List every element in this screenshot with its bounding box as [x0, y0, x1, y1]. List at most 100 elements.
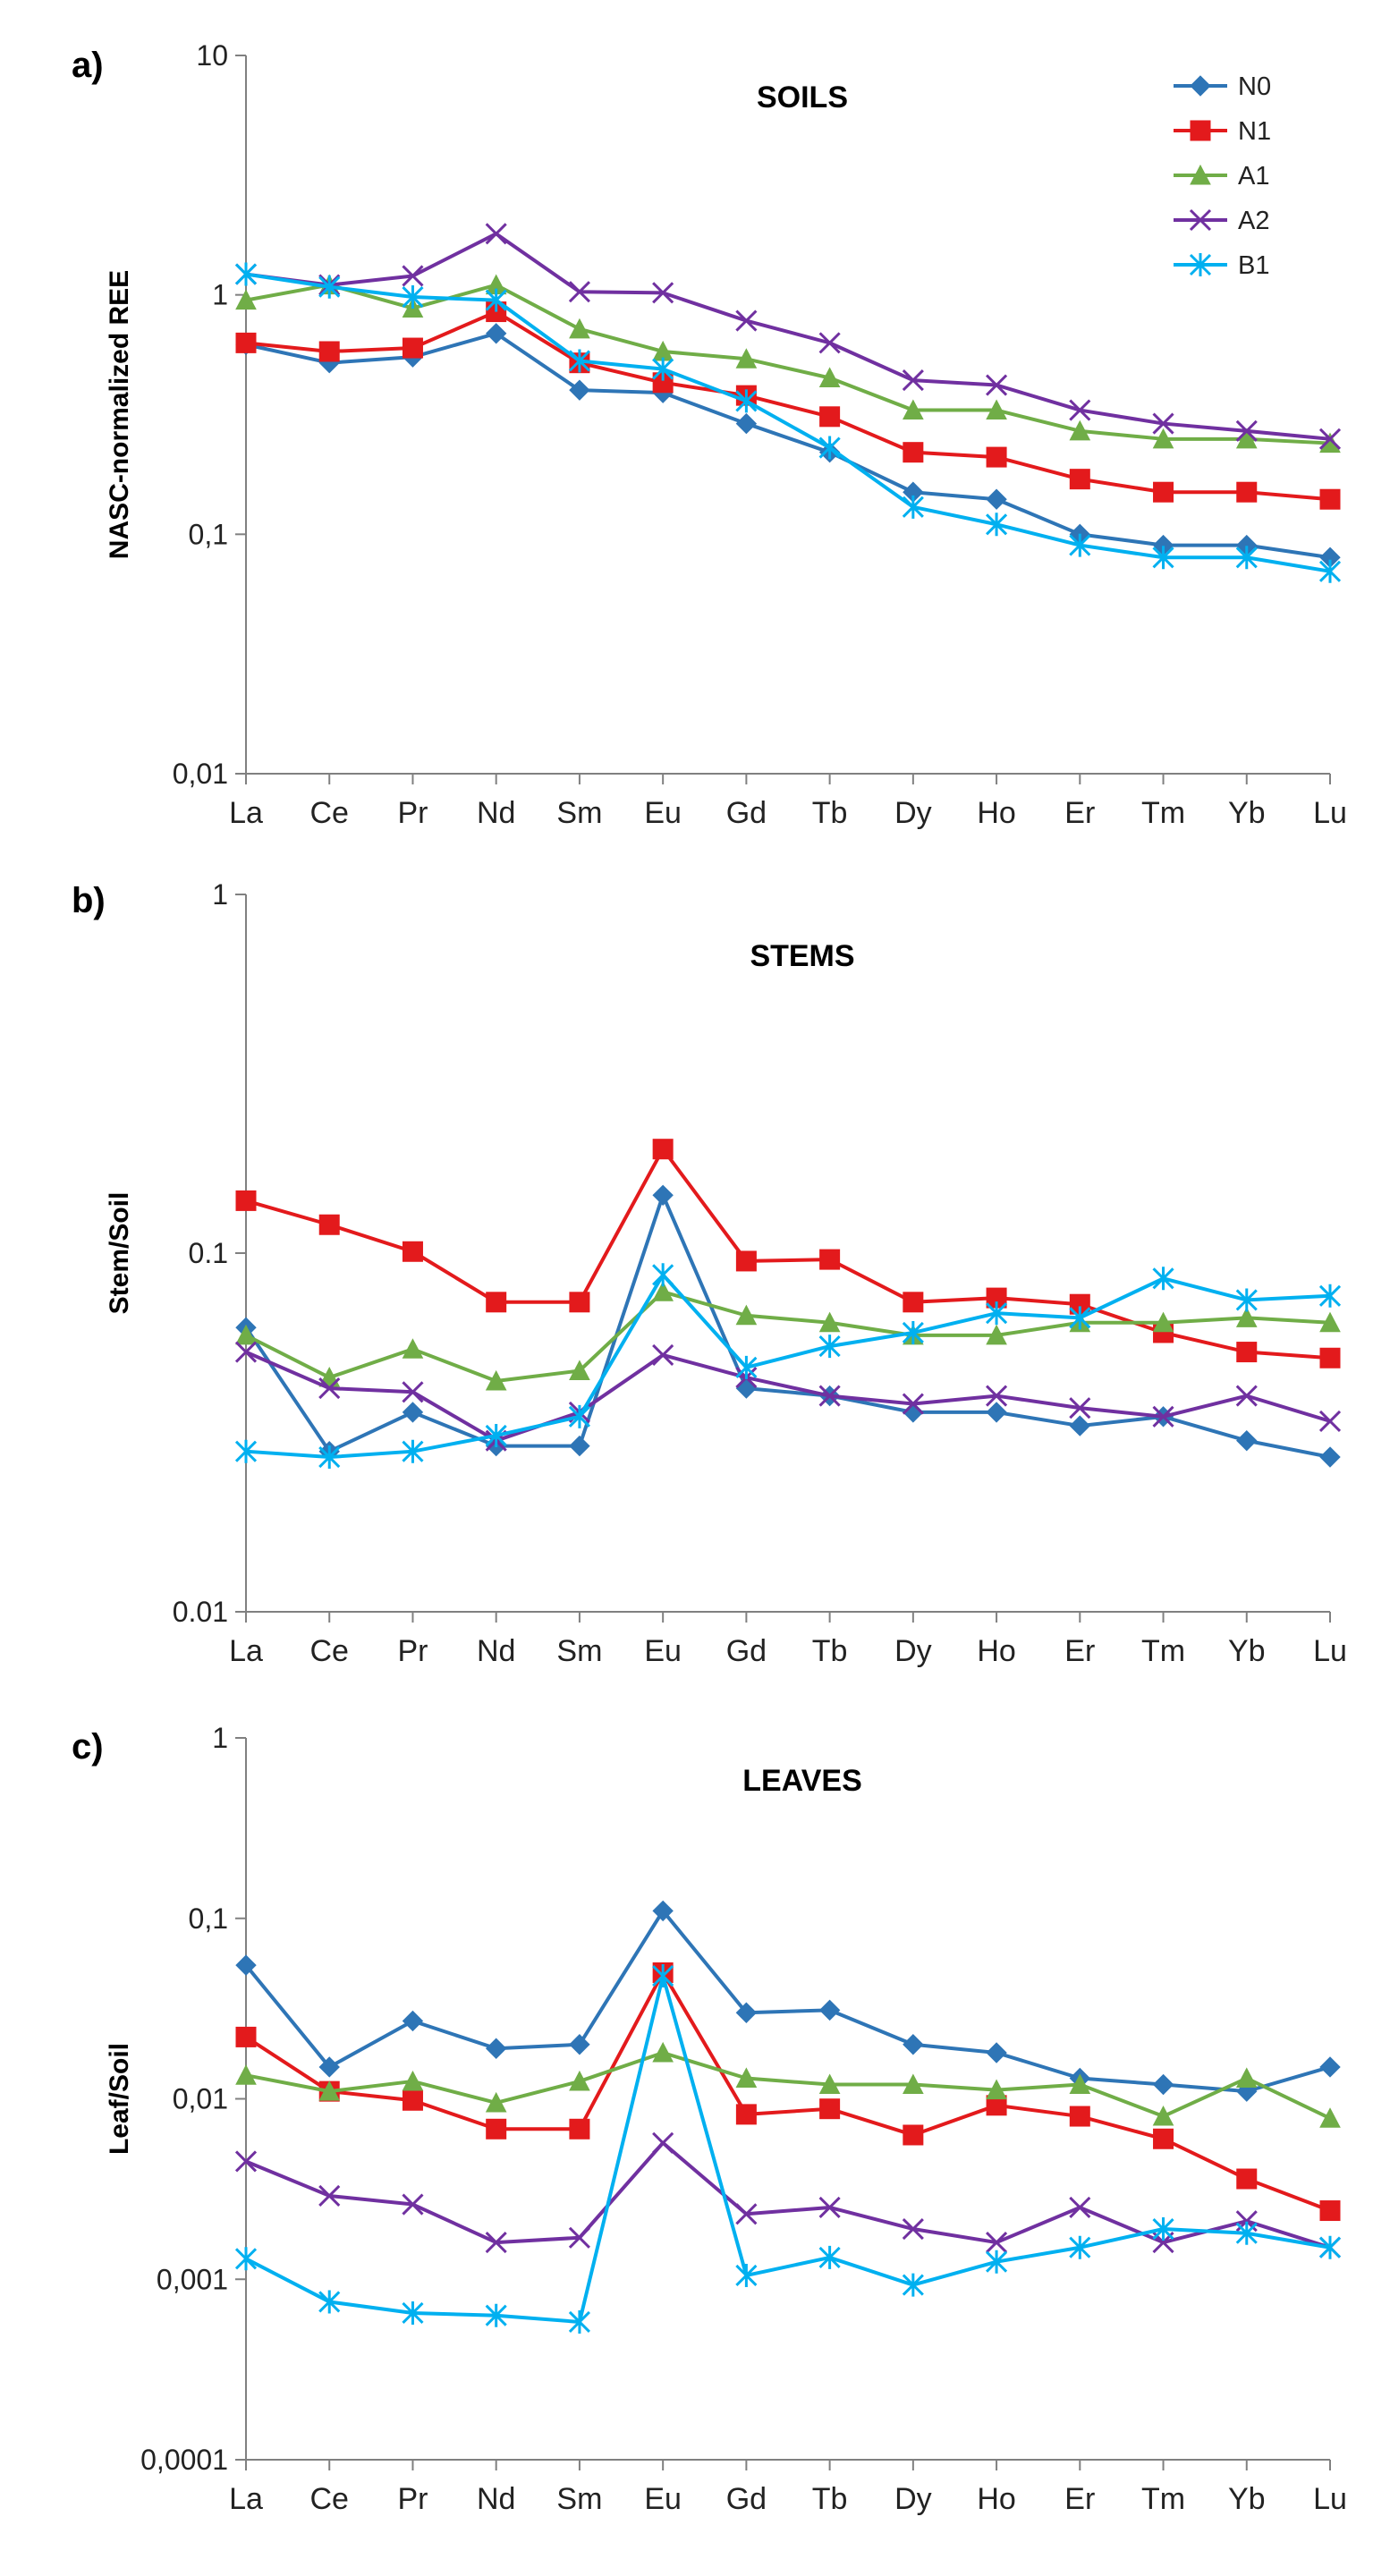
data-point-B1 [1318, 559, 1342, 583]
data-point-N0 [569, 1435, 590, 1457]
data-point-A2 [1069, 2196, 1091, 2219]
data-point-B1 [402, 2301, 424, 2325]
data-point-B1 [735, 2263, 758, 2287]
series-B1 [234, 1964, 1342, 2334]
data-point-A2 [652, 1343, 674, 1366]
data-point-N1 [1319, 1347, 1341, 1368]
x-tick-label: La [229, 1634, 263, 1668]
data-point-B1 [1235, 546, 1258, 570]
data-point-N0 [903, 2034, 924, 2055]
data-point-N0 [735, 412, 758, 435]
x-tick-label: Pr [397, 796, 428, 830]
y-axis-label: Leaf/Soil [105, 2043, 134, 2155]
data-point-N0 [569, 2034, 590, 2055]
data-point-B1 [568, 349, 590, 373]
x-tick-label: Sm [556, 2482, 602, 2516]
data-point-N1 [235, 332, 257, 353]
data-point-B1 [902, 1320, 924, 1344]
data-point-B1 [818, 436, 841, 460]
series-line-A2 [245, 2140, 1331, 2250]
data-point-B1 [402, 285, 424, 309]
data-point-N0 [402, 1402, 424, 1423]
data-point-A2 [902, 369, 924, 392]
y-tick-label: 0,1 [189, 1902, 228, 1935]
data-point-N0 [986, 488, 1007, 510]
data-point-B1 [402, 1439, 424, 1463]
data-point-A1 [818, 2073, 841, 2095]
data-point-A1 [986, 2079, 1007, 2100]
data-point-B1 [234, 1439, 258, 1463]
x-tick-label: Ho [977, 1634, 1015, 1668]
x-tick-label: Ho [977, 2482, 1015, 2516]
data-point-B1 [1069, 2235, 1091, 2259]
data-point-B1 [485, 2303, 507, 2327]
data-point-N1 [569, 2118, 590, 2140]
data-point-A2 [402, 1381, 424, 1403]
series-A1 [235, 274, 1341, 453]
x-tick-label: Yb [1228, 1634, 1266, 1668]
data-point-A1 [485, 1369, 507, 1391]
series-A1 [235, 2041, 1341, 2128]
data-point-A1 [986, 1324, 1007, 1345]
legend-label-N1: N1 [1238, 117, 1271, 146]
data-point-B1 [818, 1335, 841, 1359]
x-tick-label: Gd [726, 1634, 767, 1668]
y-tick-label: 0,0001 [140, 2444, 228, 2476]
data-point-A2 [818, 2196, 841, 2219]
x-tick-label: Nd [477, 2482, 515, 2516]
data-point-A2 [652, 282, 674, 304]
y-tick-label: 1 [212, 878, 228, 911]
legend-marker-A2 [1189, 208, 1212, 232]
x-tick-label: Gd [726, 2482, 767, 2516]
data-point-B1 [986, 1301, 1008, 1326]
data-point-N1 [819, 2098, 841, 2120]
data-point-A2 [568, 281, 590, 303]
legend-marker-A1 [1190, 164, 1211, 185]
x-tick-label: Yb [1228, 2482, 1266, 2516]
data-point-B1 [1235, 2221, 1258, 2245]
series-line-A1 [245, 2050, 1331, 2121]
data-point-A1 [1319, 1311, 1341, 1333]
data-point-N1 [652, 1139, 674, 1160]
data-point-N1 [819, 1249, 841, 1270]
x-tick-label: Er [1064, 796, 1095, 830]
data-point-A1 [735, 2067, 758, 2089]
data-point-A1 [1235, 2067, 1258, 2089]
y-tick-label: 0.01 [173, 1596, 228, 1628]
data-point-N0 [402, 2010, 424, 2032]
data-point-B1 [652, 1263, 674, 1287]
data-point-A2 [1069, 399, 1091, 421]
series-A2 [234, 2131, 1342, 2258]
data-point-B1 [485, 288, 507, 312]
legend: N0 N1 A1 A2 B1 [1174, 72, 1271, 280]
series-N1 [235, 1139, 1341, 1368]
x-tick-label: Er [1064, 2482, 1095, 2516]
series-B1 [234, 262, 1342, 583]
x-tick-label: Er [1064, 1634, 1095, 1668]
legend-marker-B1 [1189, 253, 1212, 276]
data-point-N1 [402, 1241, 423, 1262]
series-N0 [235, 1900, 1341, 2102]
data-point-N1 [986, 446, 1007, 468]
data-point-A2 [902, 1393, 924, 1415]
data-point-B1 [234, 262, 258, 286]
data-point-N1 [903, 442, 924, 463]
data-point-B1 [568, 1404, 590, 1428]
data-point-B1 [1152, 546, 1174, 570]
data-point-B1 [1152, 2217, 1174, 2241]
legend-label-A2: A2 [1238, 207, 1269, 235]
data-point-N1 [235, 1190, 257, 1211]
data-point-N1 [903, 1292, 924, 1313]
series-line-A1 [245, 283, 1331, 445]
y-tick-label: 1 [212, 279, 228, 311]
data-point-N1 [486, 1292, 507, 1313]
data-point-A1 [485, 2091, 507, 2113]
x-tick-label: Lu [1313, 2482, 1347, 2516]
series-line-A2 [245, 1350, 1331, 1443]
data-point-A2 [1152, 1405, 1174, 1428]
x-tick-label: Lu [1313, 1634, 1347, 1668]
data-point-A1 [235, 1324, 257, 1345]
x-tick-label: Tb [812, 1634, 848, 1668]
series-N1 [235, 1962, 1341, 2222]
data-point-N0 [235, 1954, 257, 1976]
